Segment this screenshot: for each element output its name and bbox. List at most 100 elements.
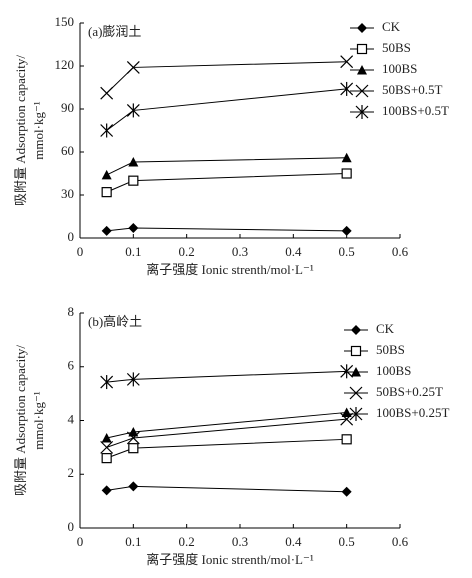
marker: [357, 23, 367, 33]
y-tick-label: 2: [68, 465, 75, 480]
marker-shape: [355, 84, 369, 98]
x-tick-label: 0: [77, 244, 84, 259]
marker: [356, 43, 368, 55]
marker-shape: [351, 367, 361, 377]
marker-shape: [341, 434, 352, 445]
x-tick-label: 0.5: [339, 534, 355, 549]
marker: [128, 427, 139, 437]
legend-label: 50BS+0.25T: [376, 384, 443, 399]
marker: [341, 152, 352, 163]
marker: [341, 434, 352, 445]
marker-shape: [101, 187, 112, 198]
y-tick-label: 4: [68, 411, 75, 426]
chart-title: (b)高岭土: [88, 314, 142, 329]
legend-label: 100BS+0.25T: [376, 405, 449, 420]
x-tick-label: 0.4: [285, 534, 302, 549]
marker-shape: [356, 43, 368, 55]
legend-label: 50BS: [382, 40, 411, 55]
marker: [100, 123, 114, 138]
legend-label: 50BS+0.5T: [382, 82, 442, 97]
marker-shape: [340, 55, 354, 69]
marker: [101, 432, 112, 443]
y-tick-label: 8: [68, 304, 75, 319]
y-tick-label: 60: [61, 143, 74, 158]
y-tick-label: 0: [68, 229, 75, 244]
marker-shape: [341, 407, 352, 417]
marker: [355, 84, 369, 98]
y-tick-label: 0: [68, 519, 75, 534]
marker: [340, 55, 354, 69]
marker: [340, 364, 354, 379]
marker-shape: [341, 152, 352, 163]
legend-label: CK: [376, 321, 395, 336]
x-tick-label: 0.2: [179, 534, 195, 549]
marker-shape: [128, 157, 139, 167]
marker-shape: [128, 443, 139, 454]
x-tick-label: 0: [77, 534, 84, 549]
x-tick-label: 0.4: [285, 244, 302, 259]
series-line: [106, 88, 347, 131]
marker: [126, 372, 140, 387]
y-tick-label: 6: [68, 358, 75, 373]
legend-label: CK: [382, 19, 401, 34]
marker: [128, 443, 139, 454]
y-axis-label: mmol·kg⁻¹: [31, 391, 46, 450]
marker: [101, 169, 112, 180]
marker-shape: [350, 345, 362, 357]
marker: [126, 103, 140, 118]
series-line: [106, 370, 347, 383]
marker: [101, 453, 112, 464]
marker-shape: [340, 412, 354, 426]
marker-shape: [128, 222, 139, 233]
marker: [101, 485, 112, 496]
marker-shape: [126, 61, 140, 74]
marker-shape: [357, 65, 367, 75]
marker-shape: [341, 225, 352, 236]
y-axis-label: mmol·kg⁻¹: [31, 101, 46, 160]
y-tick-label: 30: [61, 186, 74, 201]
marker: [101, 187, 112, 198]
marker-shape: [351, 325, 361, 335]
marker: [128, 222, 139, 233]
legend-label: 50BS: [376, 342, 405, 357]
series-line: [106, 227, 347, 232]
series-line: [106, 61, 347, 94]
marker: [126, 431, 140, 445]
x-tick-label: 0.1: [125, 244, 141, 259]
marker: [126, 61, 140, 74]
marker-shape: [100, 86, 114, 100]
legend-label: 100BS: [376, 363, 411, 378]
series-line: [106, 485, 347, 493]
marker-shape: [101, 169, 112, 180]
series-line: [106, 157, 347, 176]
marker: [341, 225, 352, 236]
marker-shape: [349, 386, 363, 400]
marker: [101, 225, 112, 236]
marker-shape: [357, 23, 367, 33]
legend-label: 100BS: [382, 61, 417, 76]
marker: [100, 86, 114, 100]
marker-shape: [101, 432, 112, 443]
x-tick-label: 0.1: [125, 534, 141, 549]
marker: [128, 481, 139, 492]
series-line: [106, 438, 347, 459]
marker: [340, 81, 354, 96]
marker: [349, 386, 363, 400]
marker-shape: [128, 427, 139, 437]
marker: [341, 407, 352, 417]
marker-shape: [128, 481, 139, 492]
x-tick-label: 0.3: [232, 244, 248, 259]
marker: [100, 375, 114, 390]
marker: [349, 407, 363, 421]
marker: [128, 157, 139, 167]
x-axis-label: 离子强度 Ionic strenth/mol·L⁻¹: [146, 262, 314, 277]
marker: [341, 168, 352, 179]
marker: [351, 367, 361, 377]
series-line: [106, 173, 347, 193]
y-tick-label: 120: [55, 57, 75, 72]
x-tick-label: 0.6: [392, 244, 409, 259]
marker-shape: [126, 431, 140, 445]
y-axis-label: 吸附量 Adsorption capacity/: [13, 345, 28, 496]
x-tick-label: 0.2: [179, 244, 195, 259]
